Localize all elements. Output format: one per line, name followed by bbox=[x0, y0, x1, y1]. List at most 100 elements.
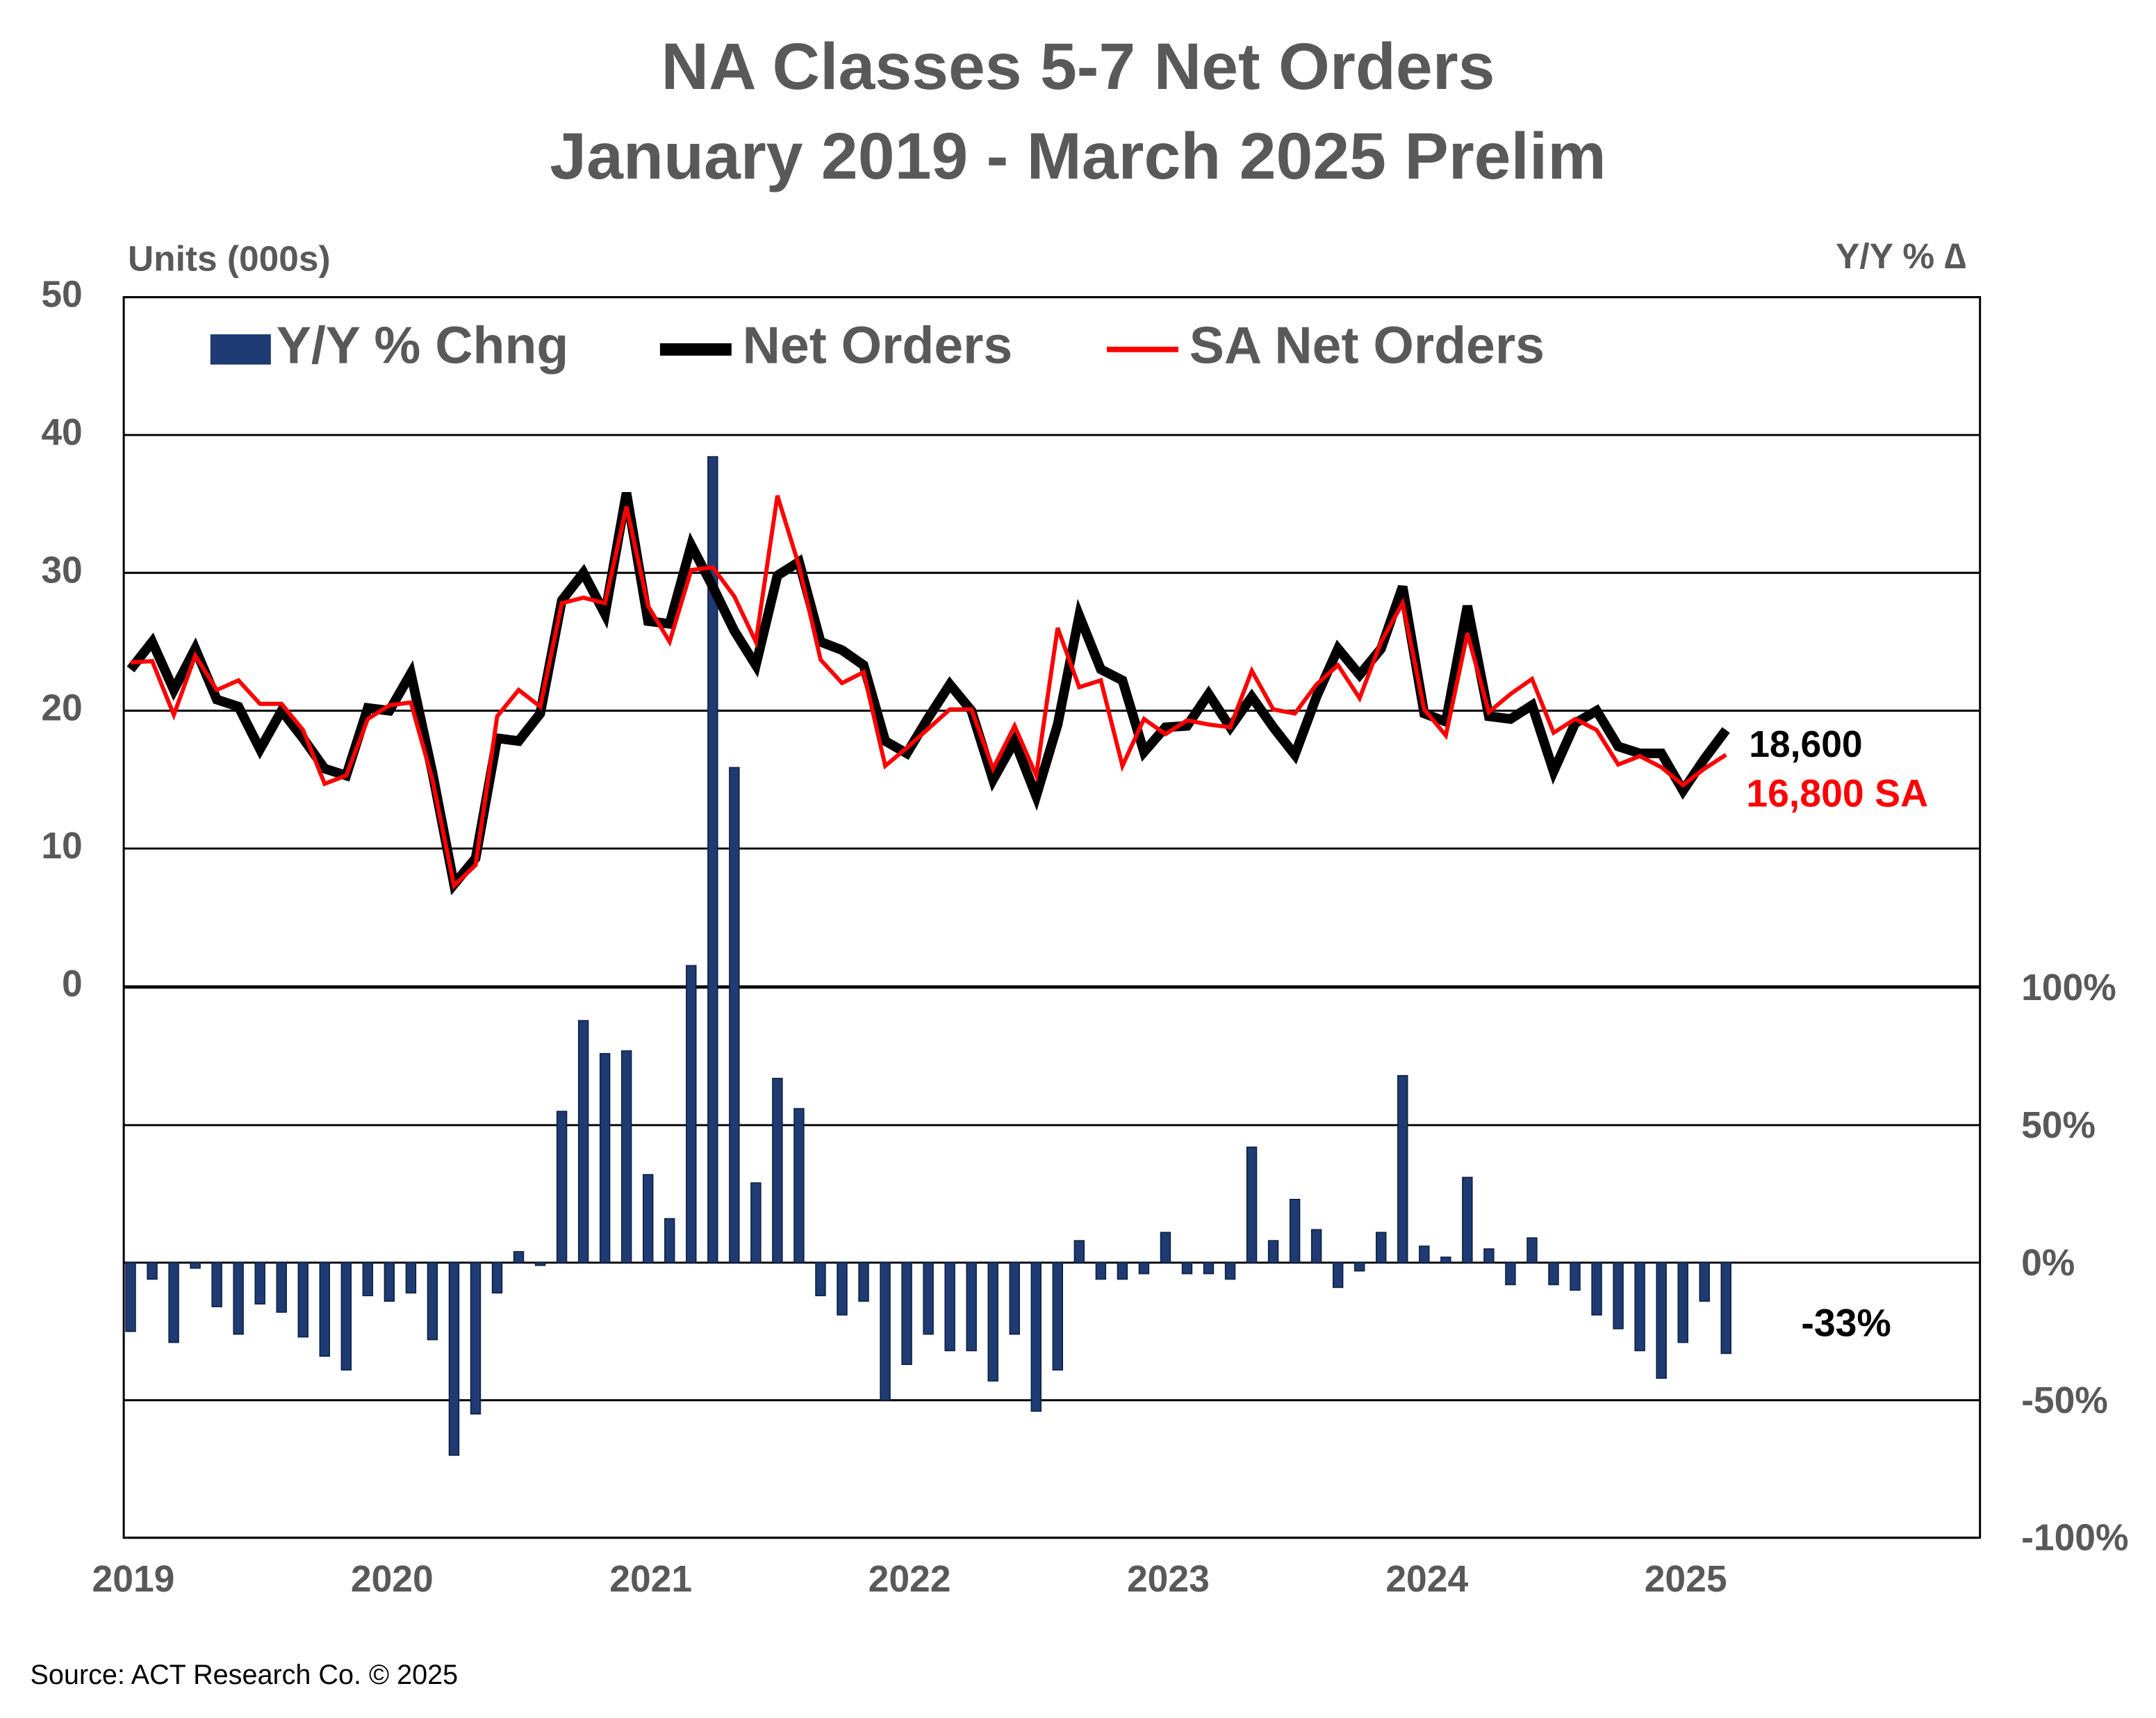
bar bbox=[1117, 1262, 1128, 1280]
annotation: 16,800 SA bbox=[1746, 772, 1928, 815]
bar bbox=[297, 1262, 308, 1338]
bar bbox=[147, 1262, 158, 1280]
line bbox=[126, 491, 1730, 896]
x-tick-label: 2024 bbox=[1385, 1559, 1468, 1600]
bar bbox=[599, 1053, 611, 1263]
bar bbox=[1052, 1262, 1064, 1371]
bar bbox=[858, 1262, 869, 1302]
bar bbox=[1203, 1262, 1215, 1275]
y2-tick-label: 0% bbox=[2021, 1243, 2075, 1284]
bar bbox=[125, 1262, 136, 1332]
bar bbox=[1310, 1229, 1322, 1263]
bar bbox=[1138, 1262, 1150, 1275]
bar bbox=[577, 1020, 589, 1263]
legend-swatch bbox=[210, 334, 271, 365]
bar bbox=[1224, 1262, 1236, 1280]
y2-tick-label: -50% bbox=[2021, 1380, 2108, 1421]
bar bbox=[1030, 1262, 1042, 1412]
bar bbox=[1181, 1262, 1193, 1275]
bar bbox=[491, 1262, 503, 1294]
bar bbox=[1591, 1262, 1602, 1316]
x-tick-label: 2025 bbox=[1645, 1559, 1727, 1600]
bar bbox=[1505, 1262, 1516, 1286]
y2-axis-title: Y/Y % ∆ bbox=[1836, 236, 1966, 276]
source: Source: ACT Research Co. © 2025 bbox=[31, 1660, 459, 1690]
bar bbox=[1160, 1232, 1171, 1263]
line bbox=[130, 495, 1727, 890]
y2-tick-label: -100% bbox=[2021, 1518, 2128, 1559]
bar bbox=[168, 1262, 179, 1343]
x-tick-label: 2022 bbox=[869, 1559, 951, 1600]
bar bbox=[1613, 1262, 1624, 1330]
x-tick-label: 2020 bbox=[351, 1559, 434, 1600]
bar bbox=[750, 1182, 762, 1263]
bar bbox=[534, 1262, 546, 1266]
bar bbox=[190, 1262, 201, 1269]
bar bbox=[686, 965, 697, 1263]
bar bbox=[1095, 1262, 1107, 1280]
legend-label: Y/Y % Chng bbox=[277, 316, 569, 375]
bar bbox=[276, 1262, 287, 1313]
bar bbox=[1699, 1262, 1710, 1302]
bar bbox=[1720, 1262, 1731, 1355]
annotation: 18,600 bbox=[1749, 724, 1862, 765]
bar bbox=[448, 1262, 460, 1456]
bar bbox=[513, 1251, 525, 1263]
bar bbox=[966, 1262, 977, 1352]
bar bbox=[1419, 1245, 1430, 1263]
bar bbox=[1440, 1257, 1451, 1263]
bar bbox=[254, 1262, 265, 1304]
bar bbox=[772, 1077, 783, 1263]
bar bbox=[211, 1262, 222, 1307]
bar bbox=[470, 1262, 482, 1415]
bar bbox=[987, 1262, 998, 1382]
y-tick-label: 40 bbox=[41, 412, 82, 453]
bar bbox=[1246, 1146, 1258, 1263]
bar bbox=[233, 1262, 244, 1335]
y-tick-label: 20 bbox=[41, 688, 82, 729]
bar bbox=[729, 767, 740, 1263]
bar bbox=[1397, 1074, 1408, 1263]
y-tick-label: 50 bbox=[41, 275, 82, 316]
bar bbox=[405, 1262, 417, 1294]
bar bbox=[1677, 1262, 1688, 1343]
x-tick-label: 2023 bbox=[1127, 1559, 1210, 1600]
bar bbox=[923, 1262, 934, 1335]
y-tick-label: 10 bbox=[41, 826, 82, 867]
annotation: -33% bbox=[1801, 1301, 1891, 1344]
bar bbox=[880, 1262, 891, 1401]
legend-label: Net Orders bbox=[743, 316, 1013, 375]
bar bbox=[1009, 1262, 1020, 1335]
bar bbox=[1570, 1262, 1581, 1291]
bar bbox=[1267, 1240, 1279, 1263]
y2-tick-label: 50% bbox=[2021, 1105, 2096, 1146]
bar bbox=[1376, 1232, 1387, 1263]
bar bbox=[1527, 1237, 1538, 1263]
bar bbox=[1483, 1248, 1495, 1263]
bar bbox=[427, 1262, 438, 1341]
x-tick-label: 2019 bbox=[92, 1559, 175, 1600]
bar bbox=[901, 1262, 912, 1366]
y2-tick-label: 100% bbox=[2021, 967, 2116, 1008]
y-axis-title: Units (000s) bbox=[128, 238, 331, 279]
bar bbox=[556, 1111, 568, 1263]
bar bbox=[837, 1262, 848, 1316]
bar bbox=[1548, 1262, 1559, 1286]
bar bbox=[384, 1262, 395, 1302]
bar bbox=[643, 1174, 654, 1263]
bar bbox=[362, 1262, 374, 1297]
bar bbox=[707, 456, 718, 1263]
bar bbox=[664, 1218, 675, 1263]
bar bbox=[1656, 1262, 1667, 1379]
x-tick-label: 2021 bbox=[609, 1559, 692, 1600]
chart-subtitle: January 2019 - March 2025 Prelim bbox=[550, 120, 1606, 193]
bar bbox=[620, 1050, 632, 1263]
chart-title: NA Classes 5-7 Net Orders bbox=[661, 30, 1495, 104]
y-tick-label: 0 bbox=[62, 963, 83, 1004]
bar bbox=[1634, 1262, 1645, 1352]
bar bbox=[1332, 1262, 1344, 1288]
bar bbox=[815, 1262, 826, 1297]
bar bbox=[944, 1262, 955, 1352]
y-tick-label: 30 bbox=[41, 550, 82, 591]
